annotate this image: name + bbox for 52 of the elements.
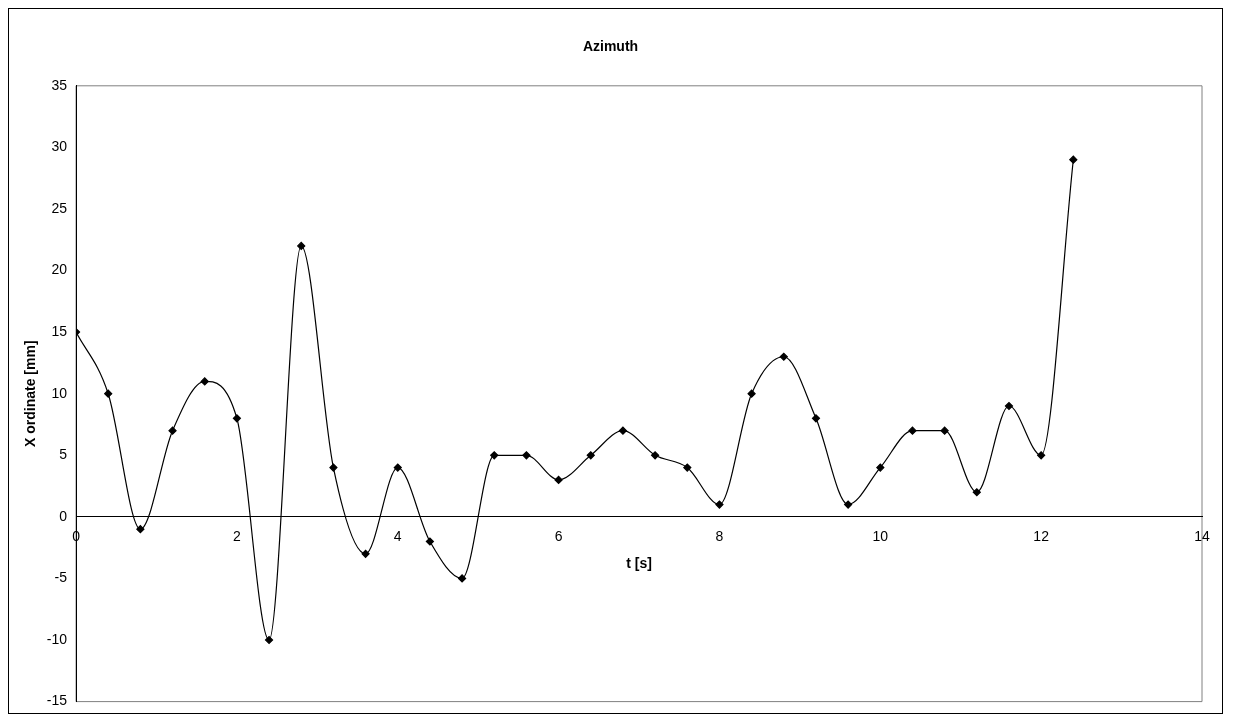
point: [329, 463, 338, 472]
point: [457, 574, 467, 583]
x-tick-label: 10: [872, 528, 889, 545]
y-tick-label: 0: [59, 507, 68, 524]
point: [425, 537, 435, 546]
point: [908, 426, 917, 435]
point: [940, 426, 949, 435]
y-tick-label: 30: [51, 138, 68, 155]
point: [1004, 401, 1014, 411]
point: [811, 414, 821, 423]
point: [715, 500, 724, 509]
point: [1037, 451, 1046, 460]
y-tick-label: 10: [51, 384, 68, 401]
x-tick-label: 12: [1033, 528, 1050, 545]
point: [554, 475, 563, 485]
y-tick-label: -10: [46, 630, 68, 647]
x-tick-label: 4: [393, 528, 402, 545]
point: [168, 426, 177, 435]
point: [972, 488, 981, 497]
y-tick-label: -5: [54, 569, 68, 586]
point: [104, 389, 113, 398]
y-tick-label: 15: [51, 322, 68, 339]
point: [876, 463, 885, 472]
y-tick-label: 25: [51, 199, 68, 216]
y-tick-label: 20: [51, 261, 68, 278]
y-tick-label: -15: [46, 692, 68, 709]
y-tick-label: 35: [51, 76, 68, 93]
point: [1069, 155, 1078, 164]
x-tick-label: 14: [1194, 528, 1210, 545]
point: [683, 463, 692, 472]
point: [490, 451, 499, 460]
y-tick-label: 5: [59, 446, 68, 463]
point: [136, 525, 145, 534]
point: [393, 463, 402, 472]
point: [651, 451, 660, 460]
chart-title: Azimuth: [582, 38, 639, 55]
x-tick-label: 2: [232, 528, 241, 545]
point: [522, 451, 531, 460]
y-axis-title: X ordinate [mm]: [22, 340, 39, 447]
point: [264, 635, 274, 645]
point: [297, 241, 306, 251]
point: [232, 414, 241, 423]
point: [361, 549, 370, 558]
point: [844, 500, 853, 509]
point: [779, 352, 788, 361]
point: [200, 377, 209, 386]
point: [586, 451, 595, 460]
point: [747, 389, 756, 398]
x-tick-label: 8: [715, 528, 724, 545]
x-axis-title: t [s]: [626, 554, 652, 571]
point: [618, 426, 628, 435]
x-tick-label: 6: [554, 528, 563, 545]
